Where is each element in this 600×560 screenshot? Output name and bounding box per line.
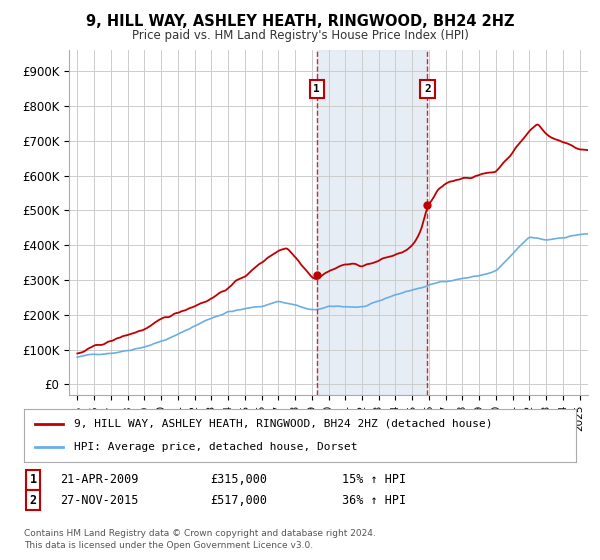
Text: 2: 2	[424, 83, 431, 94]
Bar	[317, 50, 427, 395]
Text: 1: 1	[313, 83, 320, 94]
Text: Contains HM Land Registry data © Crown copyright and database right 2024.
This d: Contains HM Land Registry data © Crown c…	[24, 529, 376, 550]
Text: 2: 2	[29, 493, 37, 507]
Text: HPI: Average price, detached house, Dorset: HPI: Average price, detached house, Dors…	[74, 442, 357, 452]
Text: 21-APR-2009: 21-APR-2009	[60, 473, 139, 487]
Text: £517,000: £517,000	[210, 493, 267, 507]
Text: 36% ↑ HPI: 36% ↑ HPI	[342, 493, 406, 507]
Text: 15% ↑ HPI: 15% ↑ HPI	[342, 473, 406, 487]
Text: 9, HILL WAY, ASHLEY HEATH, RINGWOOD, BH24 2HZ (detached house): 9, HILL WAY, ASHLEY HEATH, RINGWOOD, BH2…	[74, 419, 492, 429]
Text: Price paid vs. HM Land Registry's House Price Index (HPI): Price paid vs. HM Land Registry's House …	[131, 29, 469, 42]
Text: 1: 1	[29, 473, 37, 487]
Text: £315,000: £315,000	[210, 473, 267, 487]
Text: 27-NOV-2015: 27-NOV-2015	[60, 493, 139, 507]
Text: 9, HILL WAY, ASHLEY HEATH, RINGWOOD, BH24 2HZ: 9, HILL WAY, ASHLEY HEATH, RINGWOOD, BH2…	[86, 14, 514, 29]
